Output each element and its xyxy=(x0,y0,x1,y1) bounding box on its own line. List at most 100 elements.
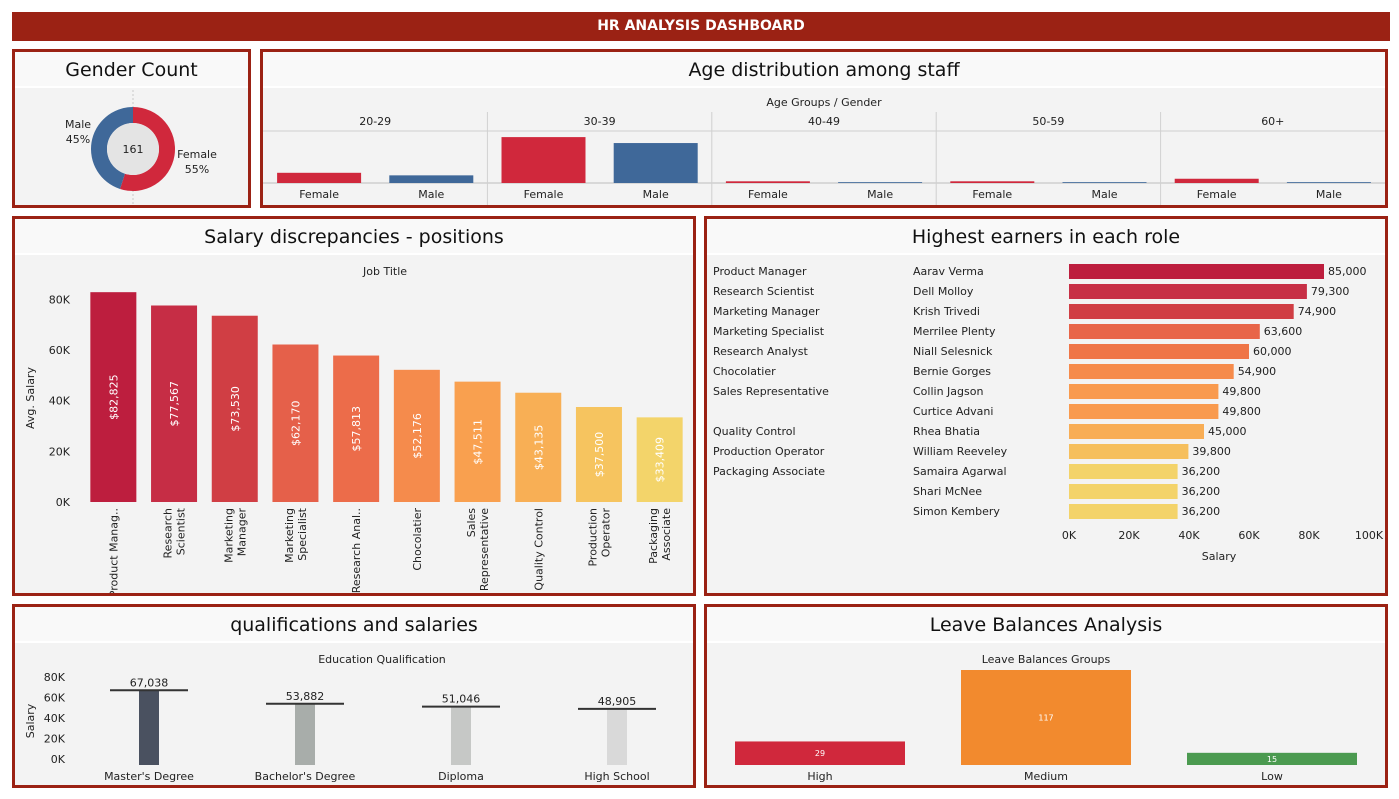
salary-bar xyxy=(515,392,562,502)
salary-category-label: Marketing xyxy=(222,508,235,563)
gender-slice-male xyxy=(91,107,133,189)
qual-value-label: 67,038 xyxy=(130,676,169,689)
qual-ytick: 20K xyxy=(44,733,66,746)
earner-value-label: 39,800 xyxy=(1192,445,1231,458)
salary-category-label: Sales xyxy=(465,508,478,538)
age-group-label: 60+ xyxy=(1261,115,1284,128)
age-distribution-panel: Age distribution among staff Age Groups … xyxy=(260,49,1388,208)
earner-name-label: Samaira Agarwal xyxy=(913,465,1007,478)
salary-category-label: Manager xyxy=(235,508,248,557)
earner-bar xyxy=(1069,444,1189,459)
salary-value-label: $57,813 xyxy=(350,406,363,452)
earner-role-label: Packaging Associate xyxy=(713,465,825,478)
earner-name-label: Curtice Advani xyxy=(913,405,993,418)
salary-value-label: $77,567 xyxy=(168,381,181,427)
earner-value-label: 36,200 xyxy=(1182,485,1221,498)
earners-xtick: 80K xyxy=(1298,529,1320,542)
salary-category-label: Production xyxy=(586,508,599,567)
earner-role-label: Chocolatier xyxy=(713,365,776,378)
leave-value-label: 117 xyxy=(1038,714,1053,723)
earner-name-label: Dell Molloy xyxy=(913,285,974,298)
salary-category-label: Packaging xyxy=(647,508,660,564)
earner-bar xyxy=(1069,484,1178,499)
earner-name-label: Rhea Bhatia xyxy=(913,425,980,438)
salary-ytick: 40K xyxy=(49,395,71,408)
qualifications-chart: Education Qualification Salary 0K 20K 40K 60K… xyxy=(24,653,656,783)
age-group-label: 50-59 xyxy=(1032,115,1064,128)
age-distribution-chart: Age Groups / Gender 20-29 Female Male 30-39 F… xyxy=(263,96,1385,205)
leave-balances-chart: Leave Balances Groups 29 High 117 Medium 15 Lo… xyxy=(735,653,1357,783)
earner-value-label: 60,000 xyxy=(1253,345,1292,358)
age-bar-female xyxy=(950,181,1035,183)
earner-bar xyxy=(1069,364,1234,379)
salary-category-label: Associate xyxy=(660,508,673,561)
salary-value-label: $73,530 xyxy=(229,386,242,432)
leave-value-label: 15 xyxy=(1267,755,1277,764)
qual-ytick: 60K xyxy=(44,692,66,705)
earner-role-label: Product Manager xyxy=(713,265,807,278)
earner-name-label: Bernie Gorges xyxy=(913,365,991,378)
age-gender-label: Female xyxy=(972,188,1012,201)
age-gender-label: Male xyxy=(1091,188,1117,201)
salary-value-label: $33,409 xyxy=(654,437,667,483)
earner-name-label: Niall Selesnick xyxy=(913,345,993,358)
age-bar-female xyxy=(1174,178,1259,183)
salary-ytick: 0K xyxy=(56,496,71,509)
salary-positions-chart: Job Title Avg. Salary 0K 20K 40K 60K 80K $82,82… xyxy=(15,257,693,593)
qual-bar xyxy=(139,690,159,765)
earner-value-label: 45,000 xyxy=(1208,425,1247,438)
earner-name-label: William Reeveley xyxy=(913,445,1008,458)
age-group-label: 40-49 xyxy=(808,115,840,128)
age-bar-male xyxy=(1062,182,1147,183)
gender-female-percent: 55% xyxy=(185,163,209,176)
qual-category-label: Bachelor's Degree xyxy=(255,770,356,783)
earner-name-label: Aarav Verma xyxy=(913,265,984,278)
qual-value-label: 48,905 xyxy=(598,695,637,708)
highest-earners-title: Highest earners in each role xyxy=(707,219,1385,255)
age-bar-male xyxy=(389,175,474,183)
gender-count-panel: Gender Count 161 Female 55% Male 45% xyxy=(12,49,251,208)
qual-bar xyxy=(451,706,471,765)
earner-name-label: Collin Jagson xyxy=(913,385,983,398)
earners-xlabel: Salary xyxy=(1202,550,1237,563)
earner-value-label: 49,800 xyxy=(1222,385,1261,398)
earner-value-label: 49,800 xyxy=(1222,405,1261,418)
salary-category-label: Representative xyxy=(478,508,491,591)
earners-xtick: 0K xyxy=(1062,529,1077,542)
salary-category-label: Specialist xyxy=(296,507,309,560)
dashboard-header: HR ANALYSIS DASHBOARD xyxy=(12,12,1390,41)
salary-category-label: Research xyxy=(162,508,175,558)
salary-bar xyxy=(272,344,319,502)
earners-plot-bg xyxy=(707,257,1385,569)
age-bar-male xyxy=(1286,182,1371,183)
earner-role-label: Quality Control xyxy=(713,425,796,438)
salary-bar xyxy=(636,417,683,502)
age-group-label: 20-29 xyxy=(359,115,391,128)
leave-balances-title: Leave Balances Analysis xyxy=(707,607,1385,643)
salary-bar xyxy=(393,369,440,502)
earner-bar xyxy=(1069,504,1178,519)
salary-bar xyxy=(151,305,198,502)
qual-xlabel: Education Qualification xyxy=(318,653,446,666)
earner-bar xyxy=(1069,344,1249,359)
leave-bar xyxy=(961,670,1131,765)
earner-bar xyxy=(1069,324,1260,339)
leave-xlabel: Leave Balances Groups xyxy=(982,653,1111,666)
earners-xtick: 60K xyxy=(1238,529,1260,542)
age-gender-label: Male xyxy=(643,188,669,201)
earner-name-label: Krish Trivedi xyxy=(913,305,980,318)
salary-category-label: Marketing xyxy=(283,508,296,563)
earner-name-label: Merrilee Plenty xyxy=(913,325,996,338)
gender-count-title: Gender Count xyxy=(15,52,248,88)
qualifications-title: qualifications and salaries xyxy=(15,607,693,643)
salary-category-label: Chocolatier xyxy=(411,508,424,571)
age-gender-label: Female xyxy=(299,188,339,201)
salary-bar xyxy=(333,355,380,502)
earner-bar xyxy=(1069,424,1204,439)
earner-value-label: 63,600 xyxy=(1264,325,1303,338)
earner-bar xyxy=(1069,284,1307,299)
earner-value-label: 79,300 xyxy=(1311,285,1350,298)
gender-donut-hole xyxy=(107,123,159,175)
leave-bar xyxy=(1187,752,1357,765)
qual-value-label: 51,046 xyxy=(442,693,481,706)
